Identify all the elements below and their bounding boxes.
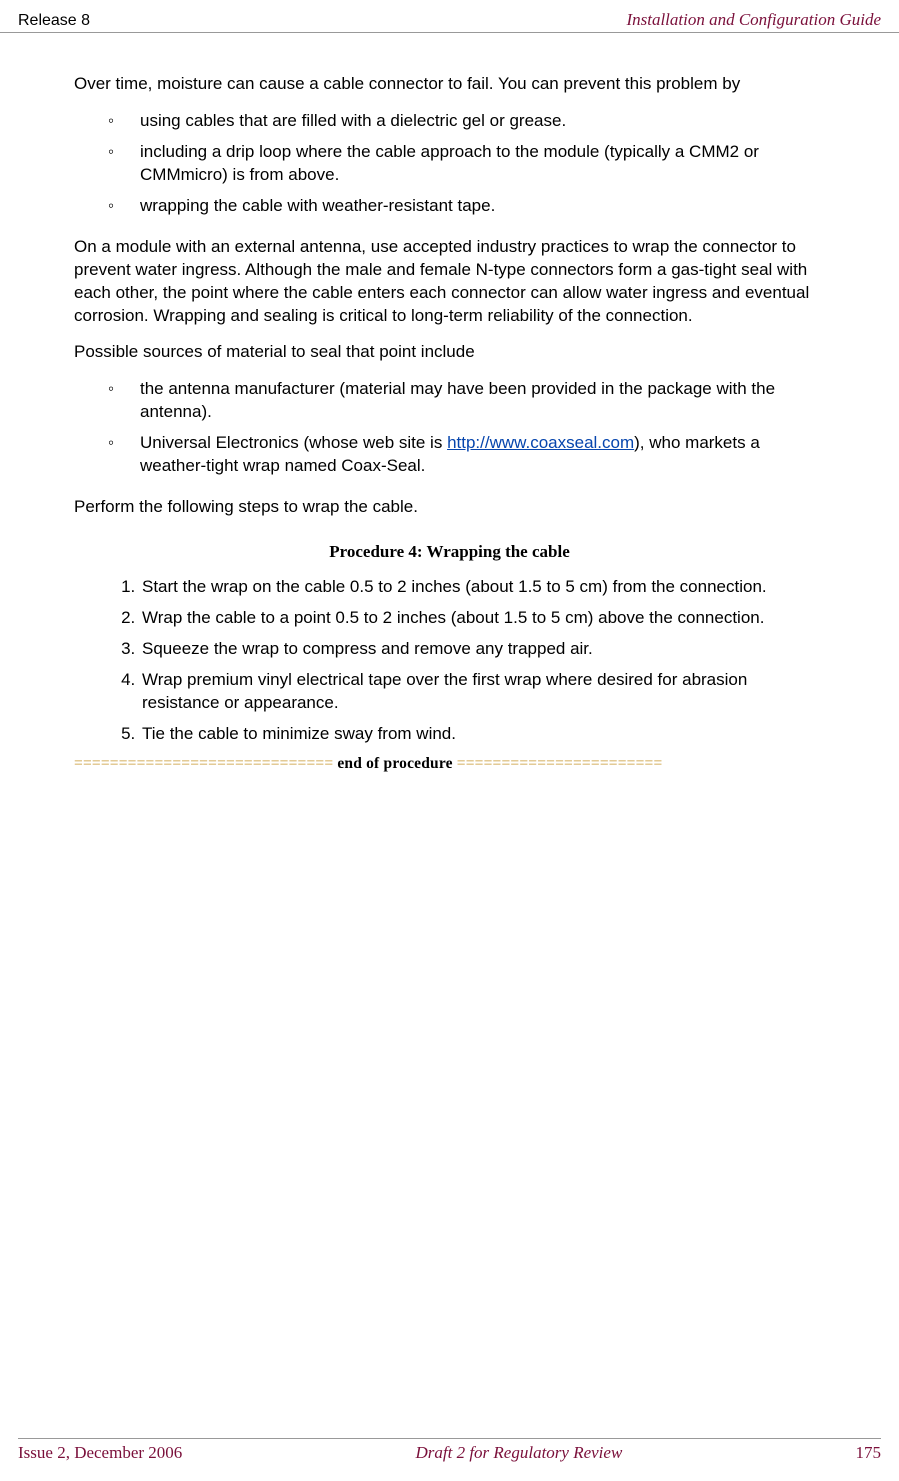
header-right: Installation and Configuration Guide	[626, 10, 881, 30]
step-item: Wrap the cable to a point 0.5 to 2 inche…	[140, 607, 825, 630]
list-item: wrapping the cable with weather-resistan…	[108, 195, 825, 218]
antenna-paragraph: On a module with an external antenna, us…	[74, 236, 825, 328]
step-item: Squeeze the wrap to compress and remove …	[140, 638, 825, 661]
text-run: Universal Electronics (whose web site is	[140, 433, 447, 452]
end-of-procedure-divider: =============================end of proc…	[74, 754, 825, 775]
step-item: Start the wrap on the cable 0.5 to 2 inc…	[140, 576, 825, 599]
divider-left: =============================	[74, 755, 333, 772]
list-item: the antenna manufacturer (material may h…	[108, 378, 825, 424]
procedure-steps: Start the wrap on the cable 0.5 to 2 inc…	[74, 576, 825, 746]
procedure-title: Procedure 4: Wrapping the cable	[74, 541, 825, 564]
sources-list: the antenna manufacturer (material may h…	[74, 378, 825, 478]
page-content: Over time, moisture can cause a cable co…	[0, 33, 899, 775]
list-item: using cables that are filled with a diel…	[108, 110, 825, 133]
prevent-list: using cables that are filled with a diel…	[74, 110, 825, 218]
coaxseal-link[interactable]: http://www.coaxseal.com	[447, 433, 634, 452]
list-item: Universal Electronics (whose web site is…	[108, 432, 825, 478]
page: Release 8 Installation and Configuration…	[0, 0, 899, 1481]
intro-paragraph: Over time, moisture can cause a cable co…	[74, 73, 825, 96]
page-header: Release 8 Installation and Configuration…	[0, 0, 899, 33]
sources-paragraph: Possible sources of material to seal tha…	[74, 341, 825, 364]
list-item: including a drip loop where the cable ap…	[108, 141, 825, 187]
divider-label: end of procedure	[333, 755, 456, 772]
footer-page-number: 175	[856, 1443, 882, 1463]
header-left: Release 8	[18, 12, 90, 30]
divider-right: =======================	[457, 755, 663, 772]
perform-paragraph: Perform the following steps to wrap the …	[74, 496, 825, 519]
page-footer: Issue 2, December 2006 Draft 2 for Regul…	[18, 1438, 881, 1463]
footer-center: Draft 2 for Regulatory Review	[415, 1443, 622, 1463]
step-item: Wrap premium vinyl electrical tape over …	[140, 669, 825, 715]
footer-left: Issue 2, December 2006	[18, 1443, 182, 1463]
step-item: Tie the cable to minimize sway from wind…	[140, 723, 825, 746]
